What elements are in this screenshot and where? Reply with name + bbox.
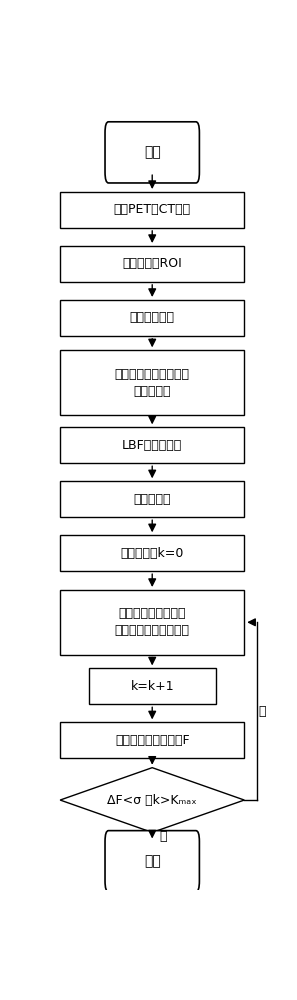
- FancyBboxPatch shape: [60, 590, 244, 655]
- FancyBboxPatch shape: [60, 192, 244, 228]
- Text: 计算边缘引导函数和
灰度联合向量的拟合値: 计算边缘引导函数和 灰度联合向量的拟合値: [115, 607, 190, 637]
- Text: 是: 是: [159, 830, 167, 843]
- FancyBboxPatch shape: [60, 246, 244, 282]
- Text: 输入PET和CT图像: 输入PET和CT图像: [114, 203, 191, 216]
- Text: 获取初始轮廓: 获取初始轮廓: [130, 311, 175, 324]
- FancyBboxPatch shape: [105, 122, 199, 183]
- Polygon shape: [60, 768, 244, 832]
- FancyBboxPatch shape: [60, 350, 244, 415]
- Text: 否: 否: [259, 705, 266, 718]
- Text: 结束: 结束: [144, 854, 161, 868]
- FancyBboxPatch shape: [105, 831, 199, 892]
- FancyBboxPatch shape: [89, 668, 216, 704]
- Text: 获取肺结节ROI: 获取肺结节ROI: [122, 257, 182, 270]
- Text: ΔF<σ 或k>Kₘₐₓ: ΔF<σ 或k>Kₘₐₓ: [108, 794, 197, 807]
- FancyBboxPatch shape: [60, 481, 244, 517]
- Text: 参数初始化: 参数初始化: [133, 493, 171, 506]
- FancyBboxPatch shape: [60, 722, 244, 758]
- Text: LBF模型的改进: LBF模型的改进: [122, 439, 182, 452]
- Text: 设置计数器k=0: 设置计数器k=0: [121, 547, 184, 560]
- FancyBboxPatch shape: [60, 300, 244, 336]
- Text: 开始: 开始: [144, 145, 161, 159]
- FancyBboxPatch shape: [60, 535, 244, 571]
- FancyBboxPatch shape: [60, 427, 244, 463]
- Text: k=k+1: k=k+1: [130, 680, 174, 693]
- Text: 计算水平集能量泛函F: 计算水平集能量泛函F: [115, 734, 189, 747]
- Text: 构建边缘引导函数和灰
度联合向量: 构建边缘引导函数和灰 度联合向量: [115, 368, 190, 398]
